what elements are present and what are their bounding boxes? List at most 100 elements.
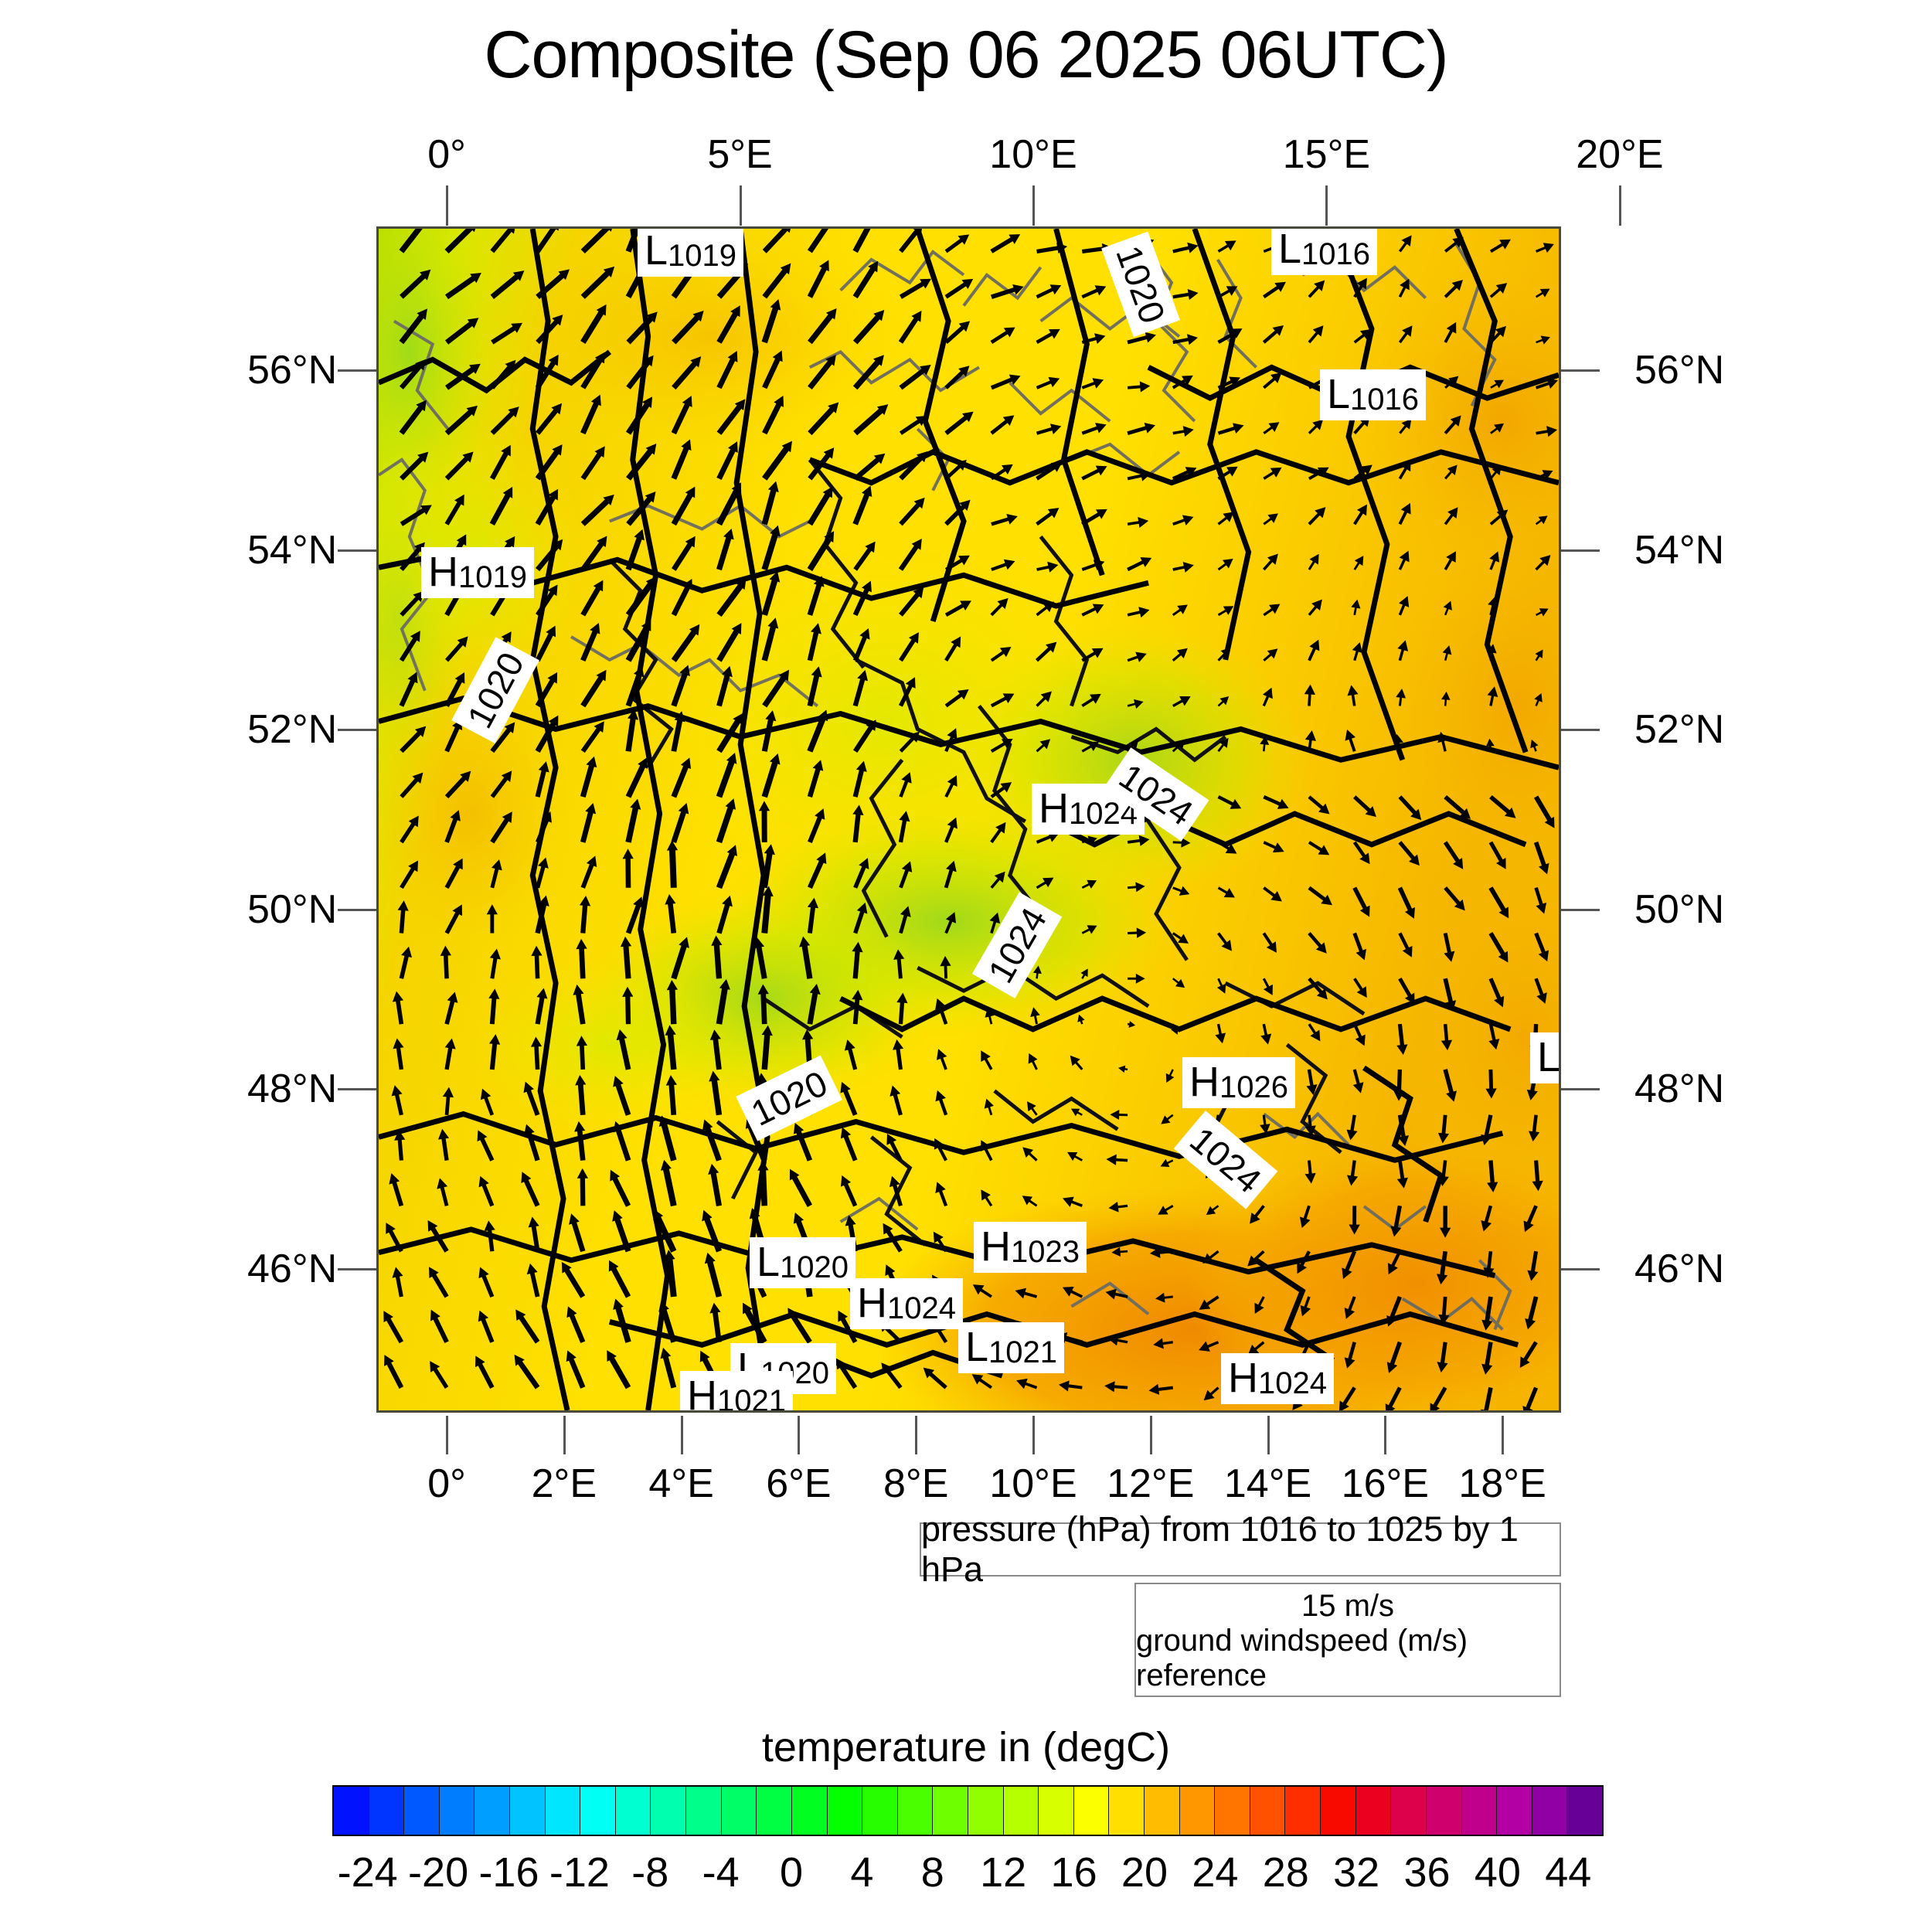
wind-arrow <box>1216 978 1226 994</box>
wind-arrow <box>580 394 601 435</box>
wind-arrow <box>944 555 970 572</box>
wind-arrow <box>1342 1250 1357 1280</box>
wind-arrow <box>1217 558 1233 571</box>
wind-arrow <box>1488 596 1498 616</box>
wind-arrow <box>1398 278 1410 298</box>
wind-arrow <box>579 895 591 934</box>
wind-arrow <box>489 948 501 979</box>
wind-arrow <box>1398 841 1420 866</box>
wind-arrow <box>1105 1288 1128 1300</box>
wind-arrow <box>716 978 730 1025</box>
wind-arrow <box>399 946 413 979</box>
wind-arrow <box>1346 1160 1359 1186</box>
wind-arrow <box>1338 1386 1356 1410</box>
wind-arrow <box>535 672 558 708</box>
wind-arrow <box>807 576 825 616</box>
wind-arrow <box>990 327 1015 345</box>
wind-arrow <box>1172 426 1194 437</box>
wind-arrow <box>1347 685 1359 706</box>
wind-arrow <box>899 587 924 617</box>
temperature-colorbar[interactable] <box>332 1785 1604 1836</box>
bottom-tick-16°E <box>1384 1416 1387 1454</box>
wind-arrow <box>1535 555 1551 571</box>
wind-arrow <box>1160 1158 1174 1167</box>
wind-arrow <box>444 719 463 753</box>
wind-arrow <box>989 912 1001 934</box>
wind-arrow <box>399 631 420 662</box>
wind-arrow <box>490 359 516 389</box>
wind-arrow <box>1127 835 1150 846</box>
wind-arrow <box>787 1308 812 1344</box>
wind-arrow <box>1036 284 1062 299</box>
wind-arrow <box>1127 651 1147 662</box>
wind-arrow <box>716 665 733 707</box>
wind-arrow <box>716 895 733 934</box>
wind-arrow <box>671 665 690 707</box>
wind-arrow <box>1172 932 1189 944</box>
wind-arrow <box>672 356 702 390</box>
wind-arrow <box>671 486 696 526</box>
wind-arrow <box>944 234 970 253</box>
marker-type: H <box>981 1223 1011 1270</box>
wind-arrow <box>400 772 423 798</box>
bottom-tick-2°E <box>563 1416 566 1454</box>
wind-arrow <box>430 1361 449 1389</box>
map-plot-area[interactable]: L1019 L1016 L1016 H1019 H1024 H1026 L102… <box>376 226 1561 1413</box>
wind-arrow <box>1444 794 1471 819</box>
marker-value: 1024 <box>887 1291 956 1325</box>
wind-arrow <box>1344 1296 1356 1319</box>
wind-arrow <box>1487 1160 1498 1192</box>
wind-arrow <box>944 636 961 662</box>
wind-arrow <box>838 1310 858 1344</box>
wind-arrow <box>580 304 607 344</box>
wind-arrow <box>1106 1154 1128 1165</box>
wind-arrow <box>580 721 604 753</box>
wind-arrow <box>1489 551 1500 570</box>
colorbar-tick-4: 4 <box>850 1849 874 1896</box>
wind-arrow <box>1263 648 1278 662</box>
wind-arrow <box>490 722 515 753</box>
colorbar-tick--4: -4 <box>702 1849 740 1896</box>
wind-arrow <box>702 1209 722 1253</box>
marker-type: H <box>857 1280 887 1326</box>
colorbar-swatch <box>1039 1787 1074 1835</box>
colorbar-tick--16: -16 <box>478 1849 539 1896</box>
wind-arrow <box>899 415 927 435</box>
bottom-tick-10°E <box>1032 1416 1035 1454</box>
wind-arrow <box>899 278 931 299</box>
wind-arrow <box>886 1133 903 1162</box>
wind-arrow <box>844 1039 858 1070</box>
wind-arrow <box>716 845 737 889</box>
wind-arrow <box>1397 1114 1410 1147</box>
wind-arrow <box>1485 738 1495 752</box>
wind-arrow <box>478 1175 495 1207</box>
wind-arrow <box>1217 737 1229 753</box>
wind-arrow <box>658 1115 677 1162</box>
wind-arrow <box>889 1175 903 1207</box>
wind-arrow <box>444 494 464 526</box>
wind-arrow <box>761 753 781 798</box>
bottom-tick-label-18°E: 18°E <box>1458 1461 1546 1506</box>
wind-arrow <box>1217 696 1230 707</box>
wind-arrow <box>1036 328 1060 344</box>
wind-arrow <box>1308 507 1326 526</box>
wind-arrow <box>1352 841 1370 865</box>
wind-arrow <box>490 406 519 435</box>
wind-arrow <box>400 542 425 572</box>
wind-arrow <box>1172 978 1185 988</box>
wind-arrow <box>561 1261 586 1298</box>
right-tick-label-46°N: 46°N <box>1634 1246 1725 1291</box>
colorbar-tick-44: 44 <box>1545 1849 1592 1896</box>
wind-arrow <box>1398 795 1422 821</box>
wind-arrow <box>1036 508 1060 526</box>
wind-arrow <box>445 636 468 662</box>
wind-arrow <box>1172 289 1199 301</box>
wind-arrow <box>610 1169 631 1207</box>
wind-arrow <box>1260 1023 1272 1045</box>
wind-arrow <box>990 374 1021 390</box>
wind-arrow <box>535 988 548 1025</box>
wind-arrow <box>1081 879 1097 889</box>
page-title: Composite (Sep 06 2025 06UTC) <box>484 18 1448 92</box>
colorbar-tick-0: 0 <box>779 1849 804 1896</box>
right-tick-label-50°N: 50°N <box>1634 886 1725 932</box>
